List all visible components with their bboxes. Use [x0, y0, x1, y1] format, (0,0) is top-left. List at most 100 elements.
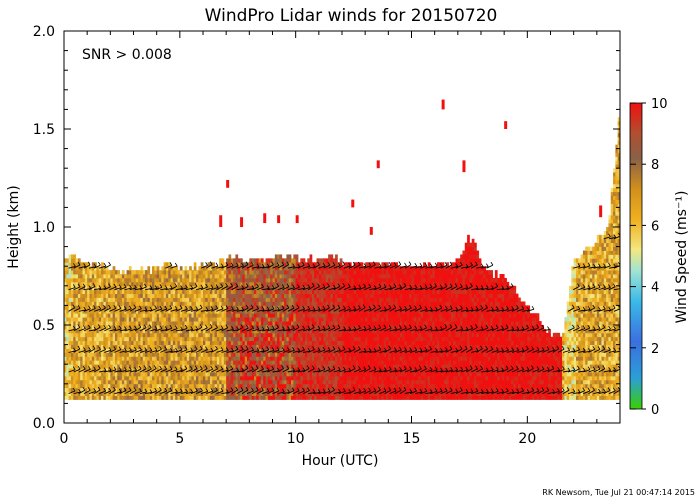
heatmap-cell — [200, 356, 204, 361]
heatmap-cell — [372, 336, 375, 342]
heatmap-cell — [388, 317, 392, 322]
heatmap-cell — [203, 317, 206, 322]
heatmap-cell — [170, 332, 174, 338]
heatmap-cell — [242, 379, 246, 385]
heatmap-cell — [286, 340, 290, 345]
heatmap-cell — [376, 262, 380, 267]
heatmap-cell — [390, 332, 394, 338]
heatmap-cell — [133, 356, 137, 361]
heatmap-cell — [172, 360, 176, 365]
heatmap-cell — [68, 266, 72, 271]
heatmap-cell — [203, 340, 206, 345]
heatmap-cell — [307, 360, 310, 365]
heatmap-cell — [89, 348, 93, 353]
heatmap-cell — [135, 372, 139, 377]
heatmap-cell — [191, 336, 195, 342]
heatmap-cell — [244, 266, 248, 271]
heatmap-cell — [75, 281, 79, 287]
heatmap-cell — [274, 309, 278, 314]
heatmap-cell — [80, 289, 83, 295]
heatmap-cell — [177, 360, 181, 365]
heatmap-cell — [158, 340, 162, 345]
heatmap-cell — [117, 321, 120, 326]
heatmap-cell — [209, 356, 213, 361]
heatmap-cell — [131, 297, 134, 302]
heatmap-cell — [200, 270, 204, 275]
heatmap-cell — [328, 368, 331, 373]
heatmap-cell — [346, 348, 350, 353]
heatmap-cell — [318, 356, 322, 361]
heatmap-cell — [94, 309, 97, 314]
heatmap-cell — [291, 332, 294, 338]
heatmap-cell — [288, 332, 292, 338]
heatmap-cell — [288, 383, 292, 389]
heatmap-cell — [258, 262, 262, 267]
heatmap-cell — [89, 328, 93, 334]
heatmap-cell — [108, 356, 111, 361]
heatmap-cell — [214, 395, 218, 400]
heatmap-cell — [314, 297, 317, 302]
heatmap-cell — [291, 395, 294, 400]
heatmap-cell — [108, 274, 111, 279]
heatmap-cell — [309, 289, 313, 295]
heatmap-cell — [316, 391, 320, 396]
heatmap-cell — [207, 297, 211, 302]
heatmap-cell — [267, 289, 271, 295]
heatmap-cell — [131, 336, 134, 342]
heatmap-cell — [274, 383, 278, 389]
heatmap-cell — [121, 348, 125, 353]
heatmap-cell — [311, 348, 315, 353]
heatmap-cell — [105, 372, 109, 377]
heatmap-cell — [163, 332, 167, 338]
heatmap-cell — [335, 317, 338, 322]
heatmap-cell — [392, 270, 396, 275]
heatmap-cell — [316, 301, 320, 306]
heatmap-cell — [353, 368, 357, 373]
heatmap-cell — [249, 348, 253, 353]
heatmap-cell — [94, 372, 97, 377]
heatmap-cell — [145, 375, 148, 381]
heatmap-cell — [369, 325, 373, 330]
heatmap-cell — [346, 297, 350, 302]
heatmap-cell — [376, 321, 380, 326]
heatmap-cell — [367, 336, 371, 342]
heatmap-cell — [307, 368, 310, 373]
heatmap-cell — [381, 372, 385, 377]
heatmap-cell — [244, 332, 248, 338]
heatmap-cell — [360, 372, 364, 377]
heatmap-cell — [205, 332, 209, 338]
heatmap-cell — [223, 289, 227, 295]
heatmap-cell — [335, 372, 338, 377]
heatmap-cell — [207, 293, 211, 298]
heatmap-cell — [279, 274, 283, 279]
heatmap-cell — [156, 297, 160, 302]
heatmap-cell — [337, 395, 341, 400]
heatmap-cell — [161, 285, 165, 291]
heatmap-cell — [158, 305, 162, 310]
heatmap-cell — [291, 328, 294, 334]
heatmap-cell — [291, 372, 294, 377]
heatmap-cell — [355, 266, 359, 271]
heatmap-cell — [182, 344, 185, 349]
heatmap-cell — [68, 254, 72, 259]
heatmap-cell — [374, 293, 378, 298]
heatmap-cell — [272, 336, 276, 342]
heatmap-cell — [339, 309, 343, 314]
heatmap-cell — [128, 340, 132, 345]
heatmap-cell — [328, 364, 331, 369]
heatmap-cell — [267, 375, 271, 381]
heatmap-cell — [147, 340, 151, 345]
heatmap-cell — [87, 277, 90, 283]
heatmap-cell — [316, 321, 320, 326]
heatmap-cell — [353, 379, 357, 385]
heatmap-cell — [184, 383, 188, 389]
heatmap-cell — [172, 340, 176, 345]
heatmap-cell — [260, 313, 264, 318]
heatmap-cell — [386, 383, 389, 389]
heatmap-cell — [112, 293, 116, 298]
heatmap-cell — [184, 356, 188, 361]
heatmap-cell — [189, 270, 192, 275]
heatmap-cell — [390, 297, 394, 302]
heatmap-cell — [279, 270, 283, 275]
heatmap-cell — [355, 395, 359, 400]
